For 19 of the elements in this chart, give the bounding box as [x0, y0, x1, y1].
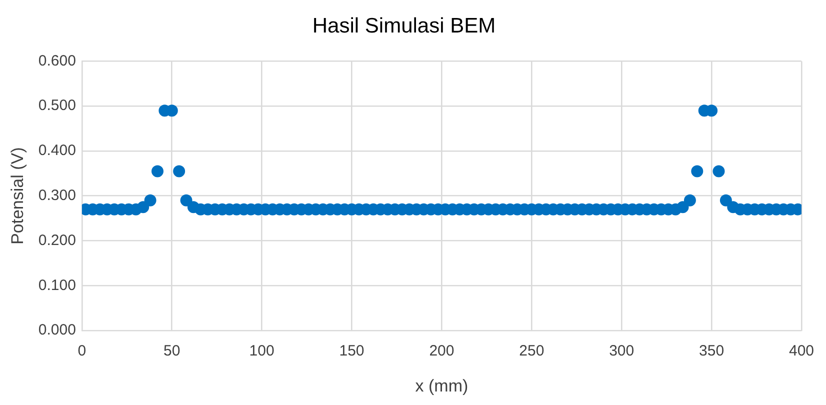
y-tick-label: 0.400 [38, 142, 76, 160]
x-axis-title: x (mm) [415, 376, 468, 396]
y-tick-label: 0.100 [38, 276, 76, 294]
y-tick-label: 0.600 [38, 52, 76, 70]
y-axis-title: Potensial (V) [8, 147, 27, 245]
x-tick-label: 350 [699, 342, 724, 360]
x-tick-label: 150 [339, 342, 364, 360]
x-tick-label: 300 [609, 342, 634, 360]
x-tick-label: 400 [788, 342, 814, 360]
x-tick-label: 50 [164, 342, 180, 360]
y-tick-label: 0.000 [38, 322, 76, 339]
x-tick-label: 200 [429, 342, 454, 360]
y-tick-label: 0.300 [38, 187, 76, 204]
x-tick-label: 0 [78, 342, 86, 360]
x-tick-label: 250 [519, 342, 544, 360]
chart-title: Hasil Simulasi BEM [312, 14, 496, 38]
x-tick-label: 100 [249, 342, 274, 360]
y-tick-label: 0.200 [38, 232, 76, 249]
y-tick-label: 0.500 [38, 97, 76, 114]
